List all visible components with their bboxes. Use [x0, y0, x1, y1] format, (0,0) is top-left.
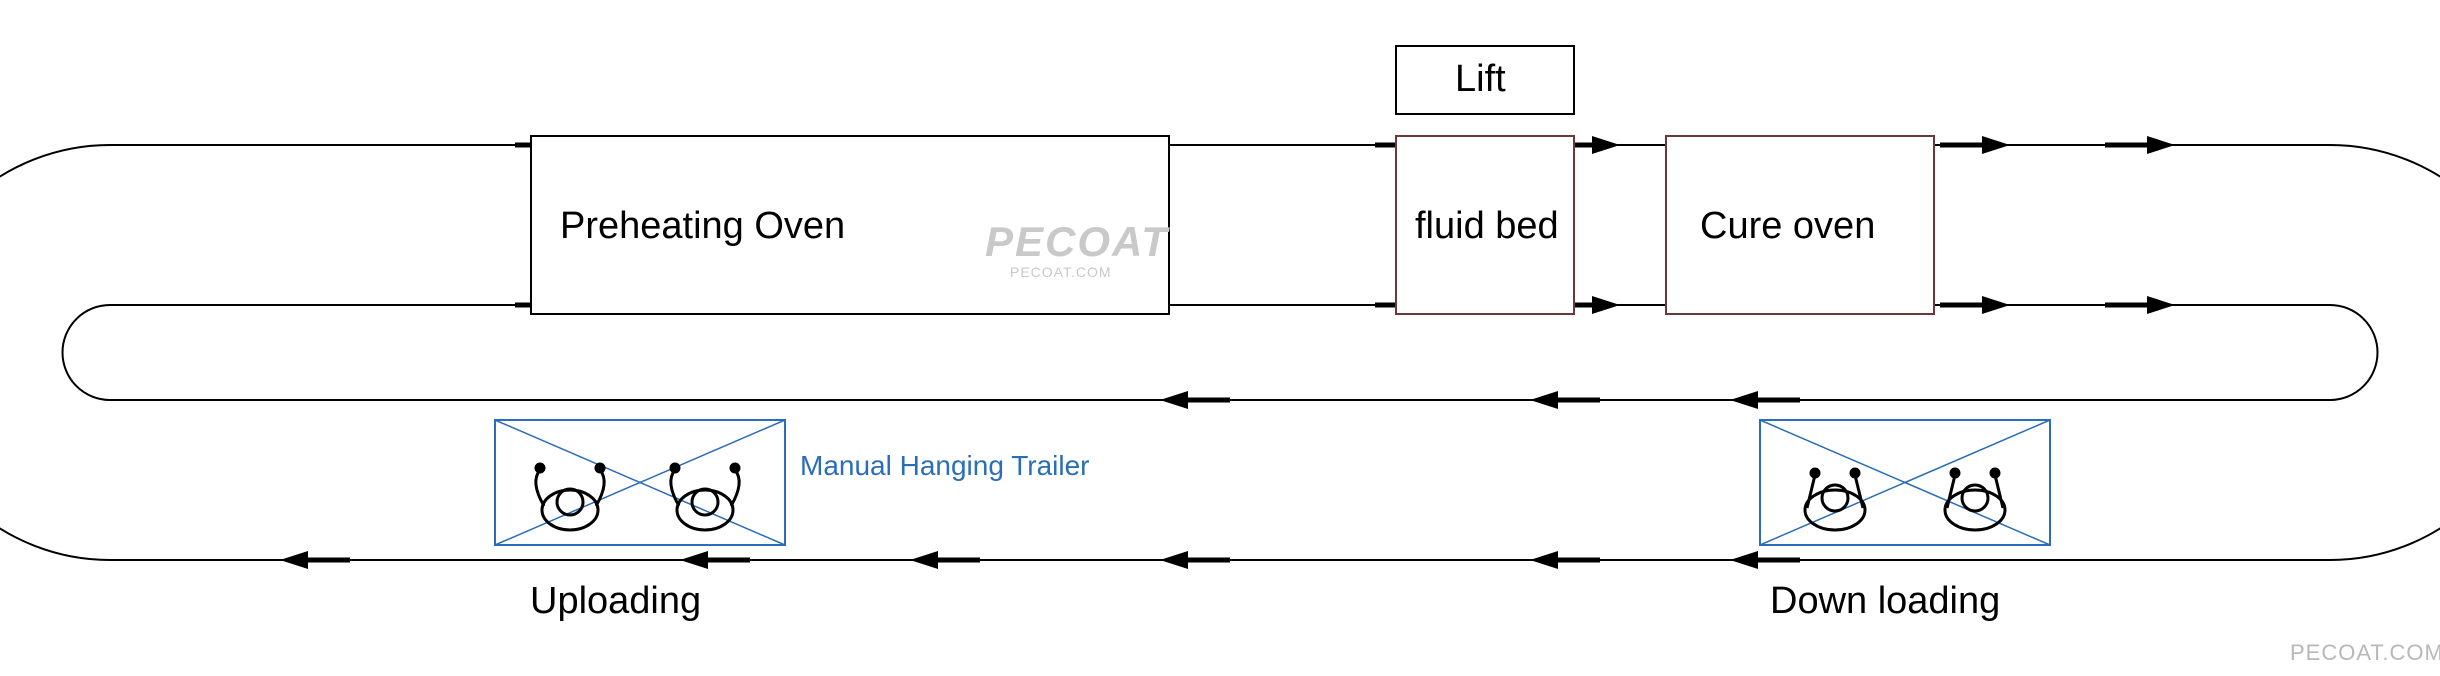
conveyor-track-outer [0, 145, 2440, 560]
corner-watermark: PECOAT.COM [2290, 640, 2440, 666]
uploading-label: Uploading [530, 580, 701, 623]
diagram-svg [0, 0, 2440, 676]
fluid-bed-label: fluid bed [1415, 205, 1559, 248]
preheating-oven-label: Preheating Oven [560, 205, 845, 248]
lift-label: Lift [1455, 58, 1506, 101]
watermark-text: PECOAT [985, 218, 1169, 266]
manual-hanging-trailer-label: Manual Hanging Trailer [800, 450, 1090, 482]
watermark-subtext: PECOAT.COM [1010, 264, 1112, 280]
downloading-label: Down loading [1770, 580, 2000, 623]
conveyor-track-inner [63, 305, 2378, 400]
uploading-station-box [495, 420, 785, 545]
cure-oven-label: Cure oven [1700, 205, 1875, 248]
downloading-station-box [1760, 420, 2050, 545]
worker-icons [536, 464, 2005, 530]
